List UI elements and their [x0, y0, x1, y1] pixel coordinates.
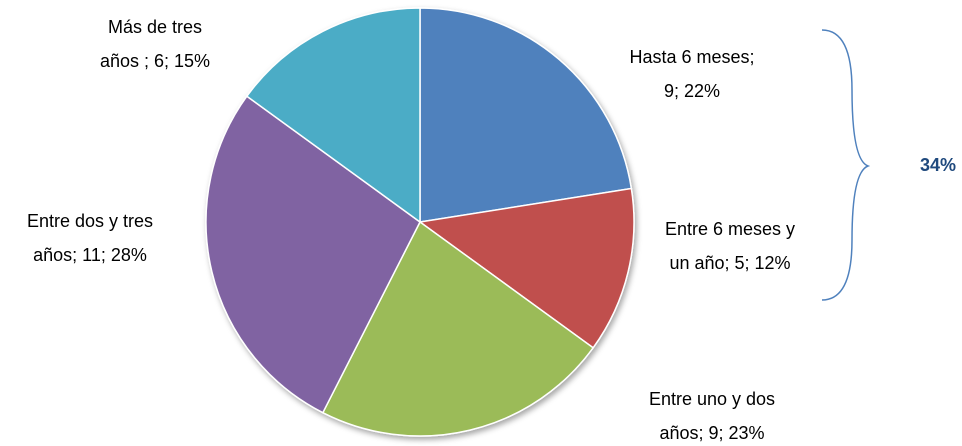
pie-slice	[321, 220, 595, 437]
bracket	[821, 29, 871, 301]
data-label: Más de tres	[108, 17, 202, 37]
pie-slice	[418, 187, 635, 349]
data-label: años ; 6; 15%	[100, 51, 210, 71]
annotation: 34%	[920, 155, 956, 175]
data-label: 9; 22%	[664, 81, 720, 101]
data-label: Hasta 6 meses;	[629, 47, 754, 67]
pie-slice	[419, 7, 633, 223]
data-label: Entre uno y dos	[649, 389, 775, 409]
pie-slice	[205, 95, 421, 414]
pie-slice	[245, 7, 421, 224]
data-label: un año; 5; 12%	[669, 253, 790, 273]
data-label: Entre dos y tres	[27, 211, 153, 231]
data-label: años; 9; 23%	[659, 423, 764, 443]
data-label: años; 11; 28%	[33, 245, 147, 265]
pie	[205, 7, 635, 437]
data-label: Entre 6 meses y	[665, 219, 795, 239]
